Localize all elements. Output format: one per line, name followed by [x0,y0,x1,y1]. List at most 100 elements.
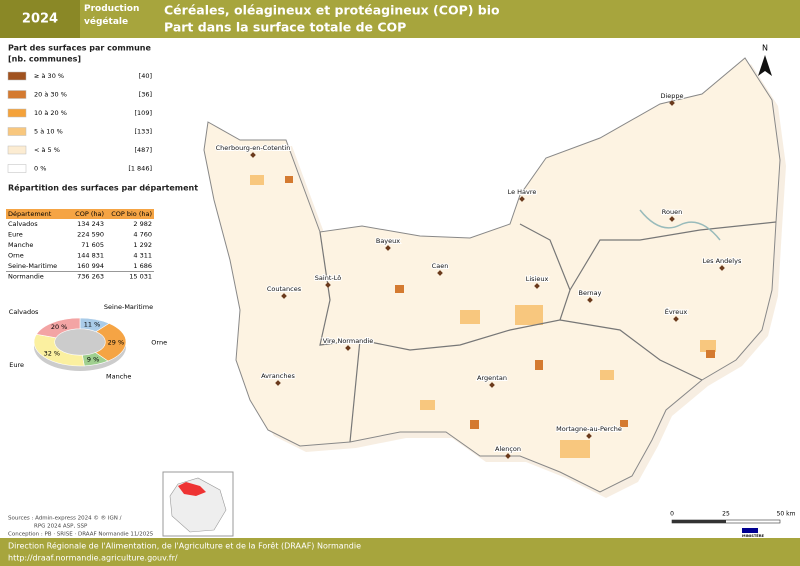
city-marker [385,245,391,251]
title: Céréales, oléagineux et protéagineux (CO… [164,3,500,18]
table-cell: 144 831 [77,252,104,260]
table-cell: 160 994 [77,262,104,270]
legend-swatch [7,164,27,173]
city-marker [719,265,725,271]
scale-label: 0 [670,511,674,518]
city-marker [519,196,525,202]
city-label: Saint-Lô [315,274,341,282]
table: Département COP (ha) COP bio (ha) Calvados 1… [6,209,154,281]
city-label: Dieppe [660,92,683,100]
city-marker [275,380,281,386]
city-label: Cherbourg-en-Cotentin [216,144,291,152]
city-label: Évreux [665,307,688,316]
legend-label: ≥ à 30 % [34,72,64,80]
department-borders [319,221,777,443]
city-marker [281,293,287,299]
legend-count: [487] [135,146,152,154]
table-cell: 71 605 [81,241,104,249]
table-cell: 4 311 [133,252,152,260]
city-marker [673,316,679,322]
table-cell: 134 243 [77,220,104,228]
scale-bar-segment [672,520,726,523]
donut-value-label: 29 % [108,338,125,346]
legend: ≥ à 30 % [40] 20 à 30 % [36] 10 à 20 % [109] 5… [7,71,152,173]
legend-count: [109] [135,109,152,117]
donut-value-label: 11 % [84,320,101,328]
city-marker [325,282,331,288]
donut-value-label: 9 % [87,355,99,363]
donut-value-label: 20 % [51,323,68,331]
legend-count: [36] [139,91,152,99]
legend-label: 0 % [34,165,46,173]
legend-count: [133] [135,128,152,136]
footer-bar [0,538,800,566]
donut-category-label: Seine-Maritime [104,303,153,311]
city-marker [587,297,593,303]
city-marker [437,270,443,276]
table-cell: 224 590 [77,231,104,239]
table-cell: Eure [8,231,23,239]
north-label: N [762,44,768,53]
city-label: Caen [432,262,449,270]
theme: Production végétale [84,4,140,27]
legend-swatch [7,108,27,118]
scale-label: 50 km [777,511,796,518]
legend-title: Part des surfaces par commune [8,44,151,53]
table-header: COP (ha) [75,210,104,218]
city-label: Vire Normandie [323,337,373,345]
donut-category-label: Manche [106,373,131,381]
legend-count: [1 846] [128,165,152,173]
footer-line: Direction Régionale de l'Alimentation, d… [8,541,361,551]
theme-box: Production végétale [84,4,140,27]
logo-flag [742,528,758,533]
table-cell: 4 760 [133,231,152,239]
city-label: Bayeux [376,237,400,245]
commune-patches [250,175,716,458]
city-label: Coutances [267,285,302,293]
donut-slice [35,317,81,339]
city-marker [669,216,675,222]
city-label: Argentan [477,374,507,382]
subtitle: Part dans la surface totale de COP [164,20,406,35]
table-cell: 15 031 [129,273,152,281]
legend-swatch [7,71,27,81]
table-cell: 1 686 [133,262,152,270]
city-label: Bernay [579,289,602,297]
city-label: Alençon [495,445,521,453]
donut-category-label: Orne [151,339,167,347]
table-cell: Manche [8,241,33,249]
river [639,209,721,241]
table-cell: 1 292 [133,241,152,249]
table-cell: Seine-Maritime [8,262,57,270]
city-marker [586,433,592,439]
city-marker [345,345,351,351]
donut-category-label: Eure [9,361,24,369]
city-marker [505,453,511,459]
donut-category-label: Calvados [9,308,39,316]
donut-chart: 11 % Seine-Maritime 29 % Orne 9 % Manche 32 % E… [9,303,167,381]
city-marker [669,100,675,106]
inset-normandy [178,482,206,496]
logo-text: MINISTÈRE [742,533,765,538]
table-header: COP bio (ha) [111,210,152,218]
city-marker [534,283,540,289]
table-cell: Normandie [8,273,44,281]
city-label: Rouen [662,208,682,216]
scale-label: 25 [722,511,730,518]
table-cell: 2 982 [133,220,152,228]
footer-link[interactable]: http://draaf.normandie.agriculture.gouv.… [8,554,178,563]
source-line: RPG 2024 ASP, SSP [34,524,88,530]
table-title: Répartition des surfaces par département [8,183,198,193]
legend-label: < à 5 % [34,146,60,154]
city-layer: Dieppe Cherbourg-en-Cotentin Le Havre Rouen… [215,91,743,459]
legend-swatch [7,145,27,155]
legend-swatch [7,127,27,136]
commune-patches [285,176,715,429]
table-cell: Calvados [8,220,38,228]
city-label: Le Havre [508,188,537,196]
table-header: Département [8,210,52,218]
header-bar [0,0,800,38]
legend-label: 5 à 10 % [34,128,63,136]
legend-count: [40] [139,72,152,80]
year-box [0,0,80,38]
